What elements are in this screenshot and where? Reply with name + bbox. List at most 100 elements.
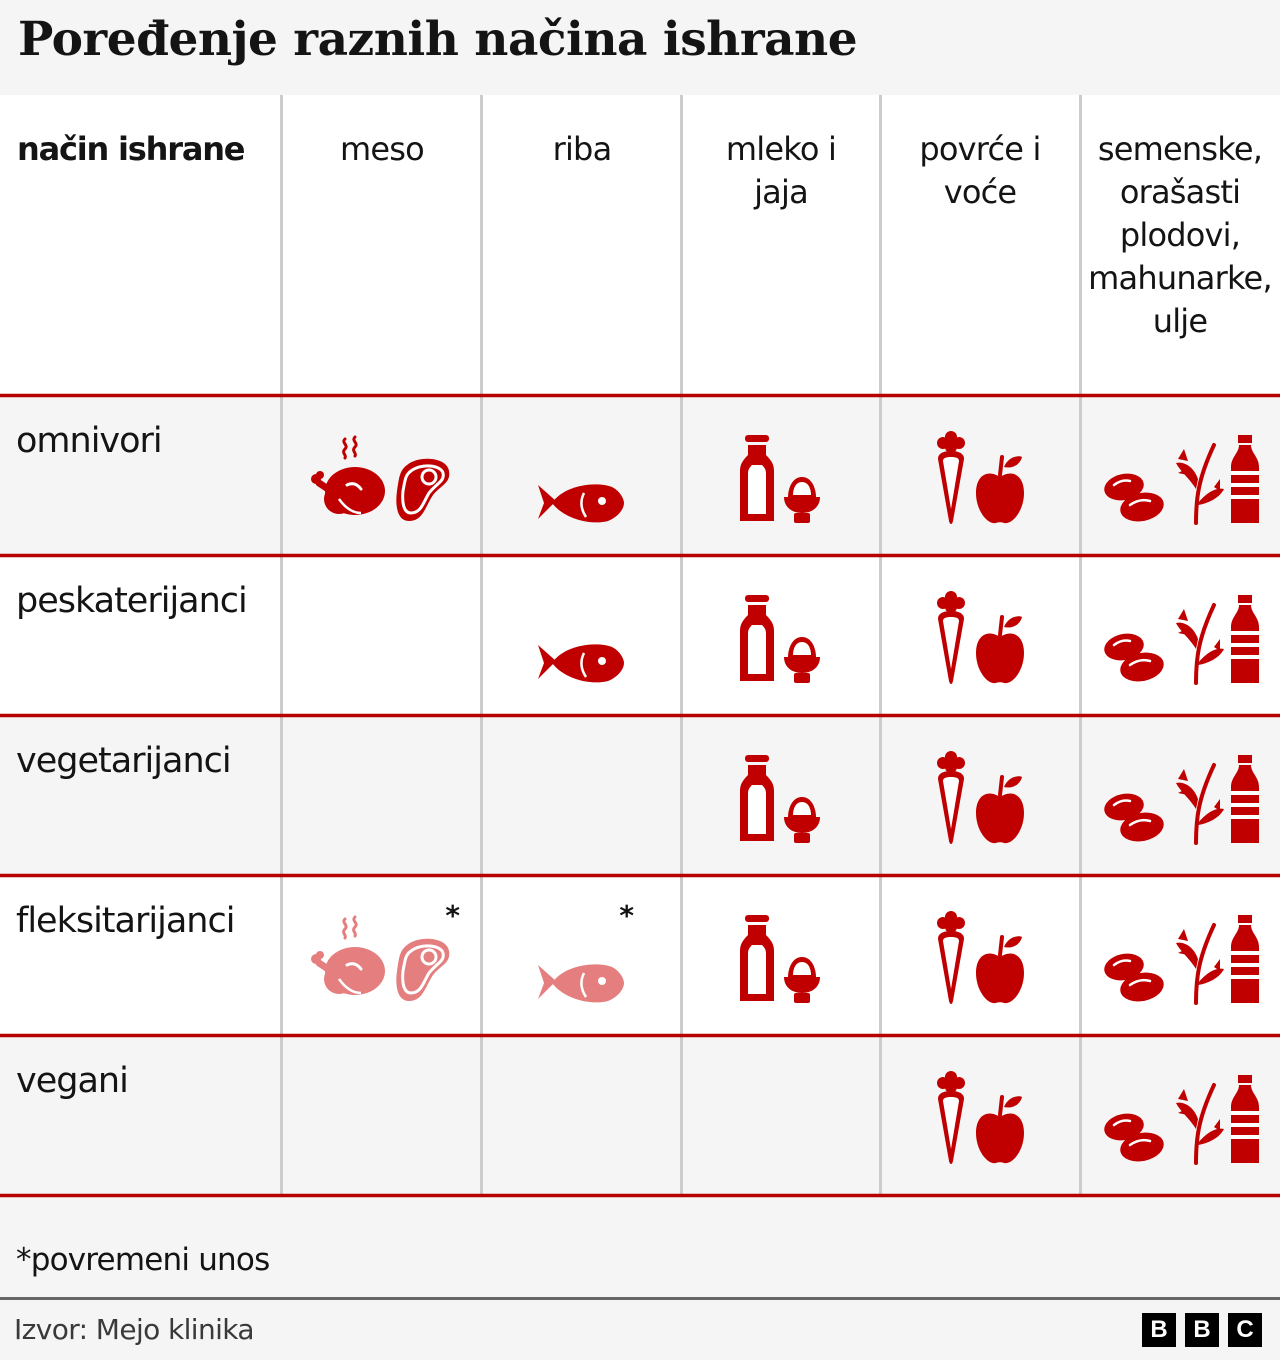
icon-group [482,425,680,525]
footer-divider [0,1297,1280,1300]
table-header-row: način ishrane meso riba mleko i jaja pov… [0,95,1280,395]
icon-group [1081,905,1280,1005]
cell-dairy [682,395,879,555]
header-fish: riba [482,95,682,395]
row-divider [0,1034,1280,1037]
row-label-vegani: vegani [16,1061,129,1101]
header-meat-label: meso [340,130,425,168]
cell-meat: * [282,875,480,1035]
bbc-logo: B B C [1142,1313,1262,1347]
icon-group [881,745,1079,845]
diet-comparison-table: način ishrane meso riba mleko i jaja pov… [0,95,1280,1197]
icon-group [1081,745,1280,845]
column-divider [680,95,683,1197]
icon-group [682,425,879,525]
table-row: vegani [0,1035,1280,1195]
header-produce-line-1: povrće i [919,130,1041,168]
bbc-logo-letter: B [1142,1313,1176,1347]
header-diet-label: način ishrane [17,130,245,168]
roast-chicken-icon [309,915,387,1005]
cell-fish [482,395,680,555]
oil-bottle-icon [1230,433,1260,525]
header-diet: način ishrane [0,95,282,395]
apple-icon [974,933,1026,1005]
herb-sprig-icon [1174,439,1224,525]
cell-fish: * [482,875,680,1035]
herb-sprig-icon [1174,599,1224,685]
table-row: vegetarijanci [0,715,1280,875]
steak-icon [393,935,453,1005]
cell-meat [282,395,480,555]
header-fish-label: riba [552,130,613,168]
cell-produce [881,395,1079,555]
egg-cup-icon [782,633,822,685]
header-produce-line-2: voće [943,173,1017,211]
header-meat: meso [282,95,482,395]
fish-icon [536,641,626,685]
table-row: peskaterijanci [0,555,1280,715]
icon-group [1081,425,1280,525]
footnote: *povremeni unos [16,1242,270,1278]
carrot-icon [934,1069,968,1165]
beans-icon [1102,629,1168,685]
header-produce: povrće i voće [880,95,1080,395]
header-plants-line-1: semenske, [1097,130,1263,168]
row-label-omnivori: omnivori [16,421,163,461]
row-divider [0,1194,1280,1197]
icon-group [881,425,1079,525]
column-divider [879,95,882,1197]
occasional-marker: * [619,899,634,932]
beans-icon [1102,789,1168,845]
milk-bottle-icon [739,913,776,1005]
apple-icon [974,1093,1026,1165]
icon-group [282,425,480,525]
beans-icon [1102,949,1168,1005]
row-divider [0,554,1280,557]
table-row: omnivori [0,395,1280,555]
header-dairy: mleko i jaja [682,95,880,395]
cell-produce [881,1035,1079,1195]
herb-sprig-icon [1174,759,1224,845]
row-label-vegetarijanci: vegetarijanci [16,741,232,781]
cell-plants [1081,555,1280,715]
cell-produce [881,875,1079,1035]
cell-dairy [682,555,879,715]
page-title: Poređenje raznih načina ishrane [18,12,858,67]
icon-group [682,585,879,685]
row-divider [0,874,1280,877]
icon-group [881,1065,1079,1165]
icon-group [482,905,680,1005]
table-row: fleksitarijanci [0,875,1280,1035]
header-plants: semenske, orašasti plodovi, mahunarke, u… [1080,95,1280,395]
header-plants-line-4: mahunarke, [1088,259,1272,297]
bbc-logo-letter: C [1228,1313,1262,1347]
egg-cup-icon [782,473,822,525]
column-divider [480,95,483,1197]
egg-cup-icon [782,793,822,845]
milk-bottle-icon [739,433,776,525]
icon-group [1081,585,1280,685]
icon-group [1081,1065,1280,1165]
milk-bottle-icon [739,753,776,845]
oil-bottle-icon [1230,913,1260,1005]
apple-icon [974,613,1026,685]
carrot-icon [934,909,968,1005]
header-dairy-line-1: mleko i [725,130,837,168]
carrot-icon [934,589,968,685]
beans-icon [1102,1109,1168,1165]
fish-icon [536,481,626,525]
bbc-logo-letter: B [1185,1313,1219,1347]
row-label-fleksitarijanci: fleksitarijanci [16,901,235,941]
oil-bottle-icon [1230,1073,1260,1165]
cell-plants [1081,395,1280,555]
occasional-marker: * [445,899,460,932]
row-divider [0,394,1280,397]
carrot-icon [934,429,968,525]
header-plants-line-3: plodovi, [1119,216,1241,254]
cell-plants [1081,715,1280,875]
oil-bottle-icon [1230,753,1260,845]
apple-icon [974,773,1026,845]
apple-icon [974,453,1026,525]
oil-bottle-icon [1230,593,1260,685]
beans-icon [1102,469,1168,525]
